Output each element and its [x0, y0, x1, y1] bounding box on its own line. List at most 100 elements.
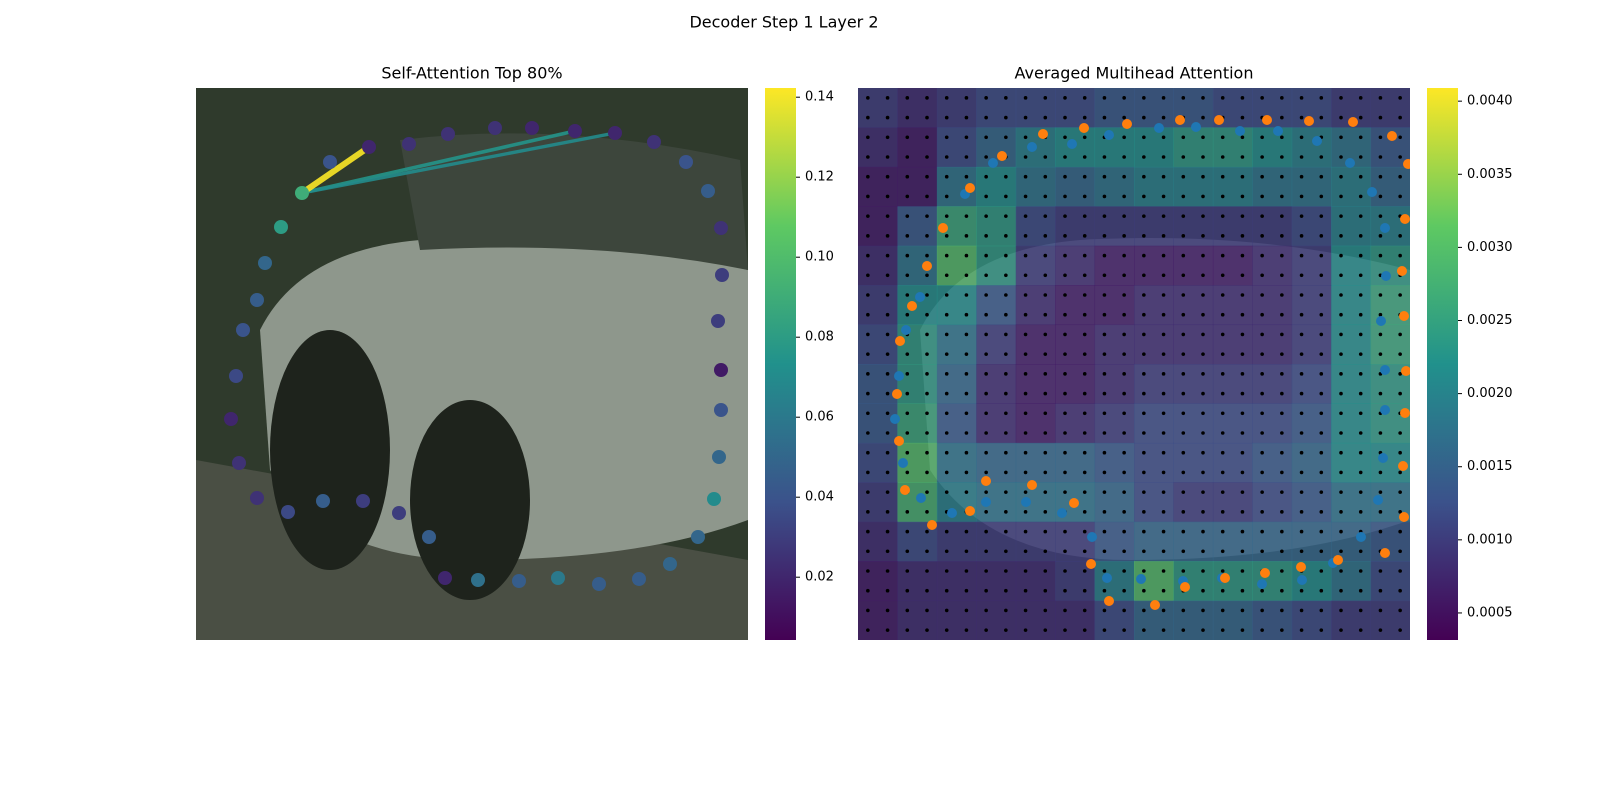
- grid-dot: [984, 332, 988, 337]
- attention-point: [512, 574, 526, 588]
- grid-dot: [1161, 372, 1166, 376]
- grid-dot: [1319, 549, 1324, 554]
- grid-dot: [1161, 293, 1166, 297]
- attention-point: [608, 126, 622, 140]
- grid-dot: [1299, 253, 1304, 258]
- grid-dot: [1043, 96, 1048, 100]
- contour-point: [988, 158, 998, 168]
- grid-dot: [1319, 470, 1324, 475]
- contour-point: [890, 414, 900, 424]
- grid-dot: [1280, 628, 1284, 632]
- grid-dot: [1181, 549, 1186, 554]
- grid-dot: [1201, 155, 1205, 159]
- grid-dot: [1161, 155, 1166, 159]
- grid-dot: [1023, 234, 1028, 238]
- grid-dot: [1043, 352, 1048, 356]
- grid-dot: [1023, 391, 1028, 396]
- grid-dot: [1280, 234, 1284, 238]
- grid-dot: [1358, 234, 1363, 238]
- heatmap-cell: [976, 521, 1017, 562]
- grid-dot: [1043, 470, 1048, 475]
- grid-dot: [885, 273, 890, 278]
- heatmap-cell: [1331, 403, 1372, 444]
- grid-dot: [1102, 96, 1107, 100]
- grid-dot: [1339, 372, 1343, 376]
- heatmap-cell: [1252, 127, 1293, 168]
- grid-dot: [1260, 234, 1264, 238]
- heatmap-cell: [1015, 206, 1056, 247]
- grid-dot: [885, 234, 890, 238]
- heatmap-cell: [1212, 482, 1253, 523]
- colorbar-tick-label: 0.0035: [1467, 167, 1513, 182]
- heatmap-cell: [936, 88, 977, 128]
- grid-dot: [1043, 174, 1048, 179]
- grid-dot: [1240, 608, 1245, 613]
- grid-dot: [1043, 293, 1048, 297]
- grid-dot: [1319, 450, 1324, 455]
- heatmap-cell: [1015, 561, 1056, 602]
- grid-dot: [1082, 470, 1087, 475]
- grid-dot: [944, 588, 949, 593]
- contour-point: [1104, 130, 1114, 140]
- grid-dot: [1201, 608, 1205, 613]
- heatmap-cell: [858, 245, 898, 286]
- grid-dot: [984, 174, 988, 179]
- heatmap-cell: [976, 561, 1017, 602]
- grid-dot: [1299, 174, 1304, 179]
- heatmap-cell: [1134, 442, 1174, 483]
- grid-dot: [1358, 391, 1363, 396]
- grid-dot: [1063, 549, 1067, 554]
- heatmap-cell: [1252, 245, 1293, 286]
- heatmap-cell: [1015, 442, 1056, 483]
- grid-dot: [984, 470, 988, 475]
- grid-dot: [1260, 510, 1264, 514]
- grid-dot: [1102, 411, 1107, 416]
- grid-dot: [984, 115, 988, 120]
- grid-dot: [1023, 411, 1028, 416]
- grid-dot: [1043, 115, 1048, 120]
- grid-dot: [1220, 155, 1225, 159]
- grid-dot: [1142, 332, 1146, 337]
- grid-dot: [1102, 450, 1107, 455]
- grid-dot: [866, 96, 870, 100]
- grid-dot: [1339, 332, 1343, 337]
- grid-dot: [1063, 312, 1067, 317]
- grid-dot: [1260, 549, 1264, 554]
- grid-dot: [1260, 214, 1264, 218]
- colorbar-tick-label: 0.0020: [1467, 386, 1513, 401]
- grid-dot: [1220, 588, 1225, 593]
- grid-dot: [1004, 529, 1008, 534]
- grid-dot: [1319, 510, 1324, 514]
- grid-dot: [925, 253, 929, 258]
- grid-dot: [1063, 352, 1067, 356]
- grid-dot: [1280, 490, 1284, 494]
- grid-dot: [1082, 352, 1087, 356]
- grid-dot: [1240, 352, 1245, 356]
- grid-dot: [925, 332, 929, 337]
- grid-dot: [1220, 214, 1225, 218]
- grid-dot: [1004, 431, 1008, 435]
- heatmap-cell: [1331, 561, 1372, 602]
- heatmap-cell: [858, 324, 898, 365]
- heatmap-cell: [1094, 364, 1135, 404]
- grid-dot: [1063, 608, 1067, 613]
- grid-dot: [1181, 372, 1186, 376]
- attention-point: [551, 571, 565, 585]
- grid-dot: [964, 135, 969, 140]
- grid-dot: [1398, 510, 1402, 514]
- grid-dot: [1004, 293, 1008, 297]
- grid-dot: [1043, 569, 1048, 573]
- heatmap-cell: [1094, 403, 1135, 444]
- grid-dot: [1398, 155, 1402, 159]
- grid-dot: [1023, 194, 1028, 199]
- attention-point: [441, 127, 455, 141]
- grid-dot: [1043, 253, 1048, 258]
- grid-dot: [1161, 253, 1166, 258]
- contour-point: [1401, 366, 1410, 376]
- heatmap-cell: [1055, 88, 1096, 128]
- grid-dot: [866, 135, 870, 140]
- grid-dot: [1063, 96, 1067, 100]
- heatmap-cell: [1252, 166, 1293, 207]
- grid-dot: [1299, 470, 1304, 475]
- grid-dot: [1280, 135, 1284, 140]
